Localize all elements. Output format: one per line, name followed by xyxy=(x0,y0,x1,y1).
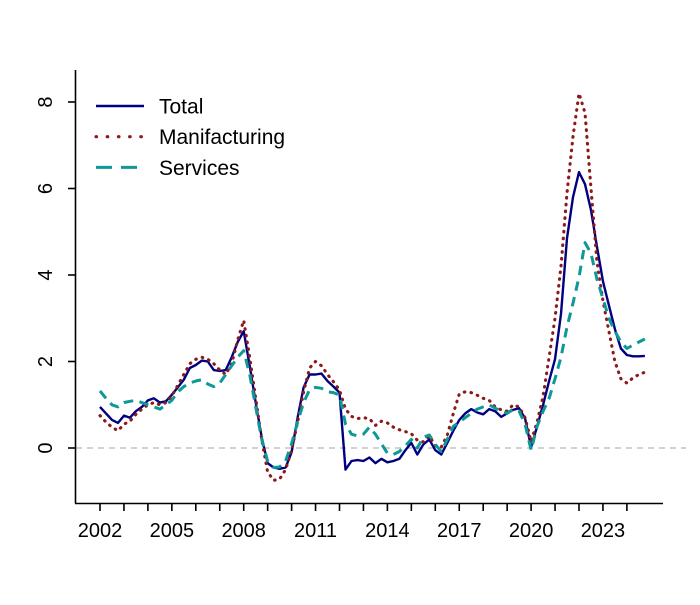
y-tick-label: 6 xyxy=(35,183,57,194)
series-total-line xyxy=(99,170,645,471)
x-tick-label: 2023 xyxy=(581,520,626,542)
y-tick-label: 0 xyxy=(35,442,57,453)
y-tick-label: 2 xyxy=(35,356,57,367)
y-tick-label: 8 xyxy=(35,96,57,107)
series-services-line xyxy=(98,241,646,469)
legend-label: Manifacturing xyxy=(159,126,285,149)
x-tick-label: 2020 xyxy=(509,520,554,542)
x-tick-label: 2002 xyxy=(78,520,123,542)
legend-label: Services xyxy=(159,157,240,180)
x-tick-label: 2008 xyxy=(221,520,266,542)
series-manifacturing-line xyxy=(98,91,647,482)
x-tick-label: 2017 xyxy=(437,520,482,542)
x-tick-label: 2005 xyxy=(150,520,195,542)
legend-label: Total xyxy=(159,96,203,119)
y-tick-label: 4 xyxy=(35,269,57,280)
x-tick-label: 2011 xyxy=(294,520,337,542)
x-tick-label: 2014 xyxy=(365,520,410,542)
